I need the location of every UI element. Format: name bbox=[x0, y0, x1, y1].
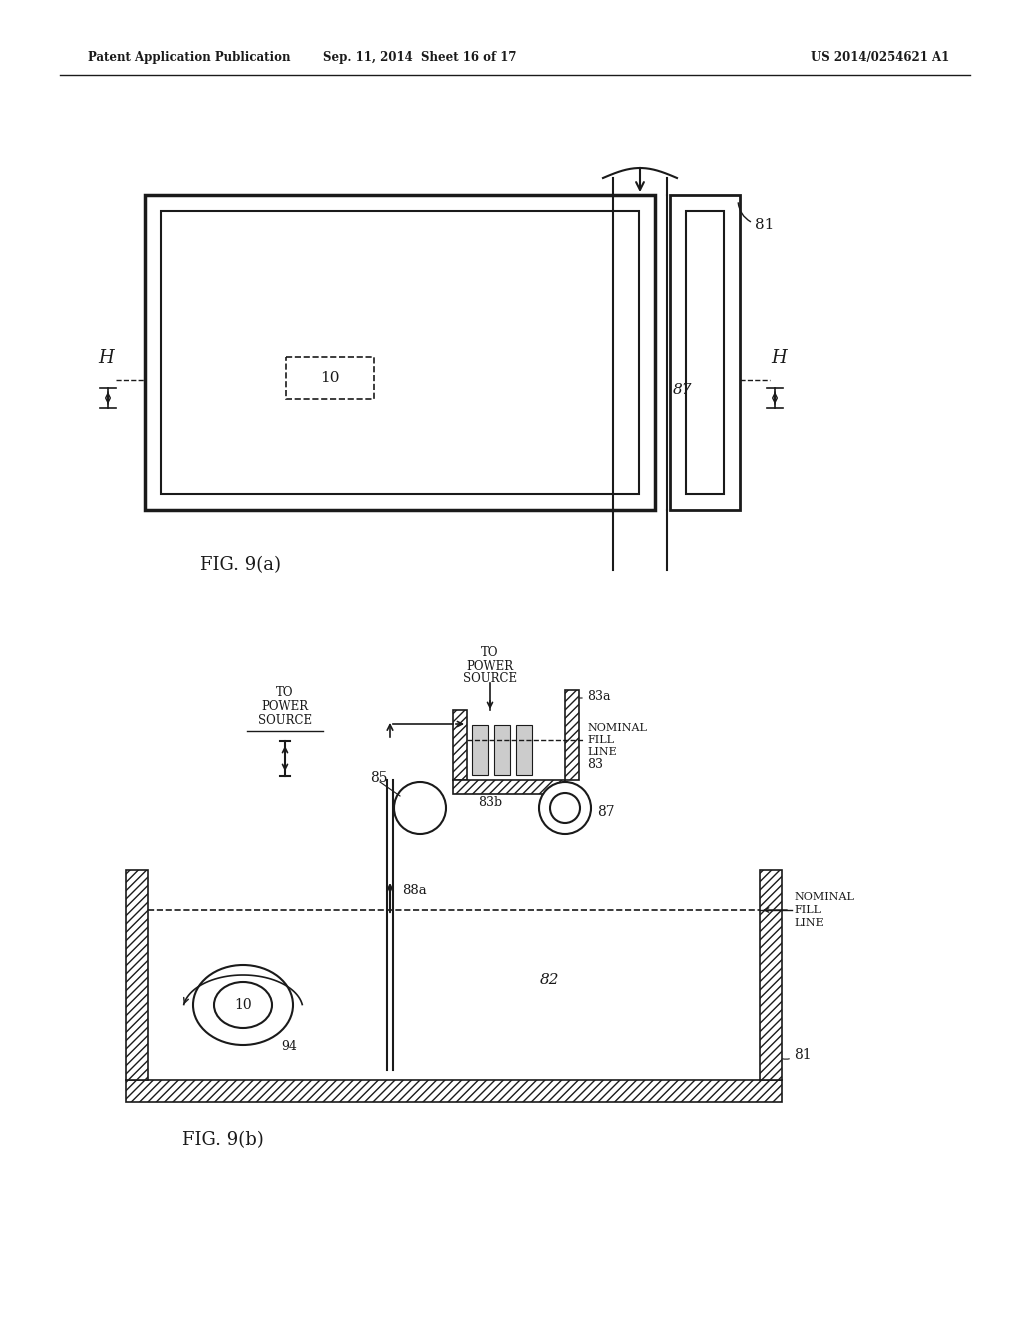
Text: 10: 10 bbox=[321, 371, 340, 385]
Text: LINE: LINE bbox=[587, 747, 616, 756]
Bar bbox=[453, 780, 565, 795]
Text: 83: 83 bbox=[587, 758, 603, 771]
Bar bbox=[686, 211, 724, 494]
Text: 83a: 83a bbox=[587, 689, 610, 702]
Text: 85: 85 bbox=[370, 771, 387, 785]
Bar bbox=[565, 690, 579, 780]
Text: NOMINAL: NOMINAL bbox=[794, 892, 854, 902]
Text: 88a: 88a bbox=[402, 883, 427, 896]
Bar bbox=[494, 725, 510, 775]
Text: 83b: 83b bbox=[478, 796, 502, 808]
Text: 82: 82 bbox=[541, 973, 560, 987]
Text: US 2014/0254621 A1: US 2014/0254621 A1 bbox=[811, 51, 949, 65]
Text: H: H bbox=[771, 348, 786, 367]
Text: FILL: FILL bbox=[794, 906, 821, 915]
Bar bbox=[126, 1080, 782, 1102]
Text: NOMINAL: NOMINAL bbox=[587, 723, 647, 733]
Text: SOURCE: SOURCE bbox=[463, 672, 517, 685]
Text: FIG. 9(b): FIG. 9(b) bbox=[182, 1131, 264, 1148]
Text: 87: 87 bbox=[597, 805, 614, 818]
Text: 94: 94 bbox=[281, 1040, 297, 1053]
Text: POWER: POWER bbox=[467, 660, 514, 672]
Text: 10: 10 bbox=[234, 998, 252, 1012]
Bar bbox=[472, 725, 488, 775]
Text: 81: 81 bbox=[755, 218, 774, 232]
Text: FILL: FILL bbox=[587, 735, 614, 744]
Bar bbox=[145, 195, 655, 510]
Text: TO: TO bbox=[276, 686, 294, 700]
Circle shape bbox=[394, 781, 446, 834]
Text: LINE: LINE bbox=[794, 917, 823, 928]
Bar bbox=[453, 710, 467, 780]
Bar bbox=[516, 725, 532, 775]
Ellipse shape bbox=[214, 982, 272, 1028]
Text: POWER: POWER bbox=[261, 701, 308, 714]
Bar bbox=[760, 870, 782, 1080]
Text: FIG. 9(a): FIG. 9(a) bbox=[200, 556, 281, 574]
Ellipse shape bbox=[193, 965, 293, 1045]
Text: Patent Application Publication: Patent Application Publication bbox=[88, 51, 291, 65]
Circle shape bbox=[550, 793, 580, 822]
Bar bbox=[670, 195, 740, 510]
Bar bbox=[161, 211, 639, 494]
Text: H: H bbox=[98, 348, 114, 367]
Text: 81: 81 bbox=[794, 1048, 812, 1063]
Text: 87: 87 bbox=[673, 383, 692, 397]
Bar bbox=[286, 356, 374, 399]
Text: TO: TO bbox=[481, 647, 499, 660]
Text: SOURCE: SOURCE bbox=[258, 714, 312, 727]
Text: Sep. 11, 2014  Sheet 16 of 17: Sep. 11, 2014 Sheet 16 of 17 bbox=[324, 51, 517, 65]
Circle shape bbox=[539, 781, 591, 834]
Bar bbox=[126, 870, 148, 1080]
